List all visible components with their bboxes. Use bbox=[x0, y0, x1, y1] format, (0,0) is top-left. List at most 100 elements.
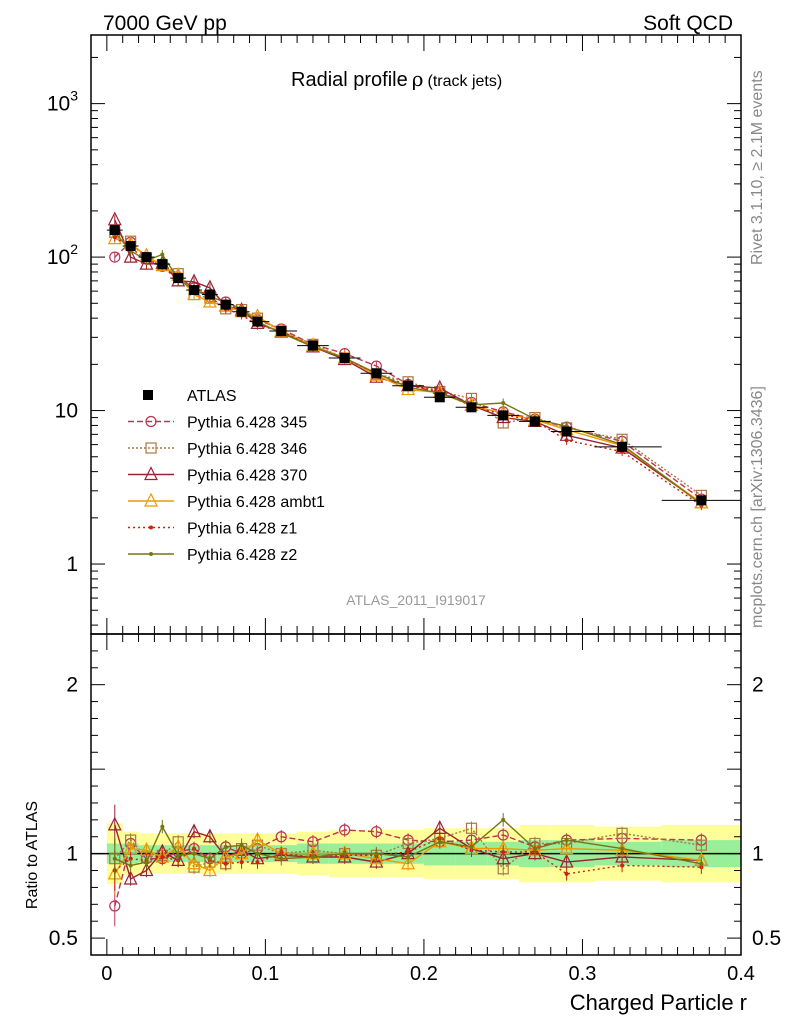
data-point bbox=[202, 293, 217, 308]
ratio-frame bbox=[90, 633, 742, 956]
ratio-point bbox=[128, 863, 133, 868]
ratio-y-tick-label-right: 1 bbox=[752, 843, 764, 866]
main-frame bbox=[90, 34, 742, 635]
ratio-point bbox=[187, 823, 202, 838]
atlas-point bbox=[307, 340, 318, 351]
atlas-point bbox=[157, 259, 168, 270]
atlas-point bbox=[109, 225, 120, 236]
ratio-point bbox=[239, 843, 244, 848]
atlas-point bbox=[466, 402, 477, 413]
ratio-point bbox=[695, 839, 707, 851]
legend-marker bbox=[144, 466, 158, 481]
series-line bbox=[114, 231, 702, 505]
ratio-point bbox=[369, 850, 384, 865]
atlas-point bbox=[434, 392, 445, 403]
atlas-point bbox=[276, 325, 287, 336]
legend-marker bbox=[145, 442, 157, 454]
ratio-point bbox=[160, 855, 165, 860]
ratio-point bbox=[202, 828, 217, 843]
ratio-point bbox=[255, 851, 260, 856]
main-panel: 1 10 102 103 bbox=[47, 34, 742, 635]
ratio-point bbox=[564, 838, 569, 843]
ratio-point bbox=[160, 824, 165, 829]
ratio-y-tick-label-right: 2 bbox=[752, 674, 764, 697]
ratio-y-axis-label: Ratio to ATLAS bbox=[24, 801, 41, 909]
legend-label: Pythia 6.428 345 bbox=[187, 415, 307, 432]
atlas-point bbox=[173, 273, 184, 284]
legend: ATLAS Pythia 6.428 345 Pythia 6.428 346 Pyt… bbox=[128, 388, 325, 564]
ratio-y-tick-label: 2 bbox=[66, 674, 78, 697]
ratio-panel: 0 0.1 0.2 0.3 0.4 0.5 0.5 1 1 2 2 bbox=[49, 35, 781, 985]
ratio-point bbox=[202, 862, 217, 877]
ratio-point bbox=[374, 851, 379, 856]
y-tick-label: 103 bbox=[47, 88, 78, 116]
atlas-point bbox=[204, 289, 215, 300]
legend-marker bbox=[149, 552, 153, 556]
ratio-line bbox=[114, 829, 702, 907]
ratio-point bbox=[699, 861, 704, 866]
data-point bbox=[139, 255, 154, 270]
atlas-point bbox=[252, 316, 263, 327]
ratio-point bbox=[223, 844, 228, 849]
ratio-point bbox=[123, 870, 138, 885]
x-tick-label: 0 bbox=[101, 963, 112, 985]
legend-marker bbox=[143, 390, 153, 400]
data-point bbox=[564, 438, 569, 443]
data-point bbox=[501, 401, 506, 406]
ratio-point bbox=[139, 862, 154, 877]
ratio-y-tick-label: 1 bbox=[66, 843, 78, 866]
data-point bbox=[107, 230, 122, 245]
ratio-point bbox=[564, 871, 569, 876]
legend-entry: ATLAS bbox=[143, 388, 237, 405]
ratio-point bbox=[275, 831, 287, 843]
legend-entry: Pythia 6.428 z1 bbox=[128, 521, 297, 538]
series-line bbox=[114, 219, 702, 504]
ratio-point bbox=[250, 831, 265, 846]
ratio-point bbox=[370, 826, 382, 838]
ratio-point bbox=[616, 827, 628, 839]
ratio-point bbox=[401, 855, 416, 870]
legend-label: Pythia 6.428 370 bbox=[187, 468, 307, 485]
legend-label: Pythia 6.428 ambt1 bbox=[187, 494, 325, 511]
atlas-point bbox=[617, 441, 628, 452]
ratio-point bbox=[144, 860, 149, 865]
legend-marker bbox=[149, 525, 153, 530]
ratio-line bbox=[114, 824, 702, 881]
x-tick-label: 0.1 bbox=[251, 963, 279, 985]
legend-entry: Pythia 6.428 z2 bbox=[128, 547, 297, 564]
x-tick-label: 0.4 bbox=[727, 963, 755, 985]
ratio-point bbox=[437, 839, 442, 844]
y-tick-label: 102 bbox=[47, 241, 78, 269]
ratio-point bbox=[620, 863, 625, 868]
ratio-line bbox=[114, 839, 702, 875]
mc-series bbox=[109, 226, 707, 502]
legend-entry: Pythia 6.428 ambt1 bbox=[128, 492, 325, 511]
data-point bbox=[109, 251, 121, 263]
legend-label: ATLAS bbox=[187, 388, 237, 405]
atlas-data bbox=[106, 225, 741, 506]
ratio-series bbox=[112, 813, 704, 879]
ratio-y-tick-label: 0.5 bbox=[49, 927, 78, 950]
ratio-line bbox=[114, 837, 702, 875]
ratio-point bbox=[465, 822, 478, 834]
legend-marker bbox=[145, 415, 157, 428]
ratio-point bbox=[369, 853, 384, 868]
legend-marker bbox=[144, 492, 158, 507]
header-left: 7000 GeV pp bbox=[103, 12, 227, 35]
ratio-point bbox=[239, 860, 244, 865]
y-tick-label: 10 bbox=[55, 400, 78, 423]
data-point bbox=[107, 211, 122, 226]
atlas-point bbox=[236, 306, 247, 317]
atlas-point bbox=[498, 410, 509, 421]
x-tick-label: 0.2 bbox=[410, 963, 438, 985]
atlas-point bbox=[403, 380, 414, 391]
series-line bbox=[114, 236, 702, 507]
atlas-point bbox=[125, 241, 136, 252]
ratio-point bbox=[559, 840, 574, 855]
atlas-point bbox=[371, 368, 382, 379]
ratio-point bbox=[497, 829, 509, 841]
rivet-version-label: Rivet 3.1.10, ≥ 2.1M events bbox=[749, 70, 766, 265]
ratio-point bbox=[496, 850, 511, 865]
header-right: Soft QCD bbox=[643, 12, 733, 35]
ratio-point bbox=[501, 849, 506, 854]
